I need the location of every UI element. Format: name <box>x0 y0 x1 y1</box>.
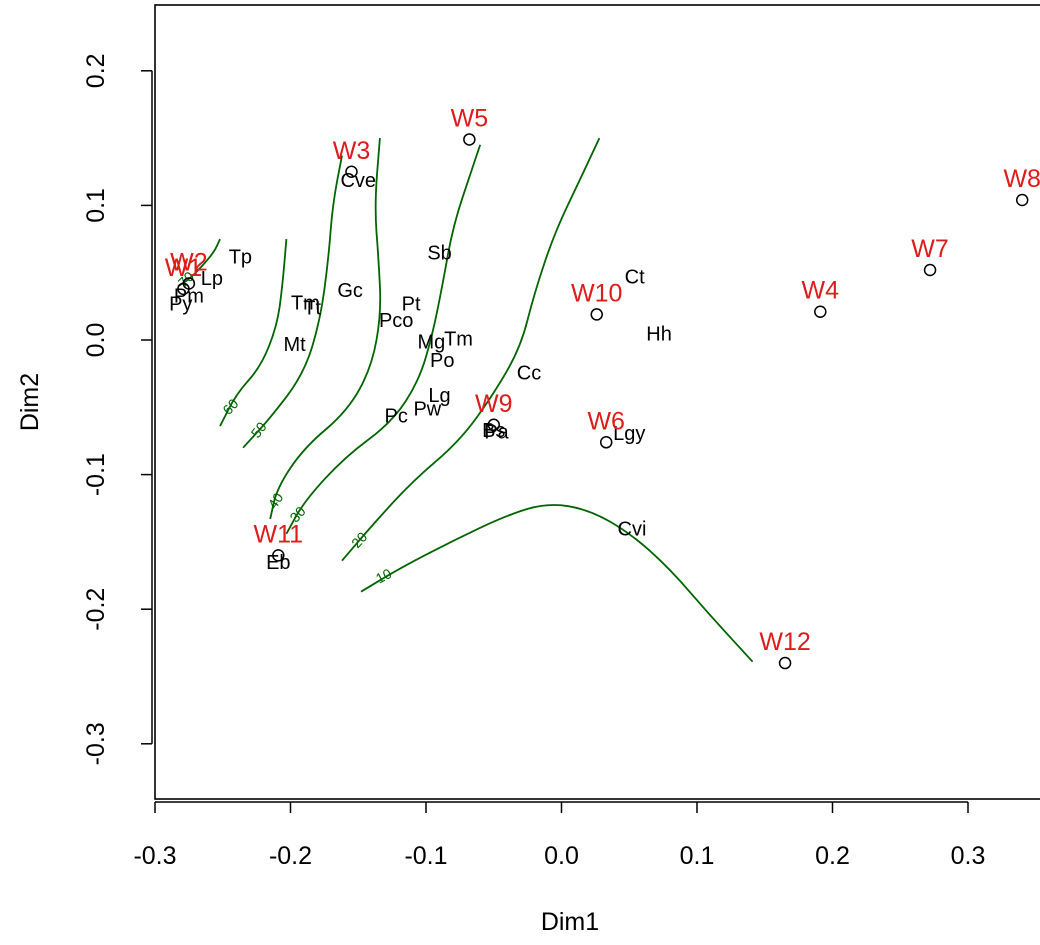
y-tick-label: -0.3 <box>82 722 110 765</box>
x-tick-label: 0.0 <box>544 842 579 870</box>
y-axis-label: Dim2 <box>16 373 44 431</box>
site-label-w9: W9 <box>475 390 513 418</box>
site-markers <box>177 133 1029 670</box>
site-point-w6 <box>599 436 613 449</box>
x-tick-label: -0.1 <box>404 842 447 870</box>
species-label-pm: Pm <box>174 286 204 308</box>
species-label-hh: Hh <box>646 323 672 345</box>
x-tick-label: -0.2 <box>269 842 312 870</box>
site-label-w8: W8 <box>1003 165 1040 193</box>
contour-40 <box>269 138 382 520</box>
species-label-tm: Tm <box>291 292 320 314</box>
species-label-bs: Bs <box>482 420 505 442</box>
contour-30 <box>285 144 482 535</box>
species-label-cc: Cc <box>517 362 541 384</box>
site-label-w10: W10 <box>571 279 622 307</box>
species-label-eb: Eb <box>266 552 290 574</box>
contour-20 <box>341 137 601 562</box>
species-label-py: Py <box>169 294 192 316</box>
x-tick-label: 0.1 <box>680 842 715 870</box>
site-label-w2: W2 <box>170 248 208 276</box>
species-label-tm: Tm <box>444 329 473 351</box>
x-tick-label: -0.3 <box>133 842 176 870</box>
site-label-w6: W6 <box>587 407 625 435</box>
y-tick-label: 0.1 <box>82 188 110 223</box>
y-tick-label: -0.1 <box>82 453 110 496</box>
y-tick-label: -0.2 <box>82 588 110 631</box>
species-label-tp: Tp <box>229 247 252 269</box>
site-point-w9 <box>487 418 500 432</box>
species-label-ct: Ct <box>625 267 645 289</box>
site-label-w5: W5 <box>451 104 489 132</box>
site-point-w5 <box>463 133 476 146</box>
species-label-pt: Pt <box>402 294 421 316</box>
plot-frame <box>154 4 1040 800</box>
site-label-w3: W3 <box>333 137 371 165</box>
species-label-cvi: Cvi <box>618 518 647 540</box>
site-point-w7 <box>923 263 937 277</box>
species-label-po: Po <box>430 350 454 372</box>
site-label-w4: W4 <box>802 277 840 305</box>
species-label-pc: Pc <box>385 405 408 427</box>
contour-50 <box>242 155 343 449</box>
species-label-pco: Pco <box>379 310 413 332</box>
site-point-w8 <box>1015 193 1029 207</box>
site-label-w11: W11 <box>254 520 304 548</box>
species-label-sb: Sb <box>427 243 451 265</box>
y-axis: -0.3 -0.2 -0.1 0.0 0.1 0.2 <box>82 53 153 765</box>
x-axis: -0.3 -0.2 -0.1 0.0 0.1 0.2 0.3 <box>133 801 986 870</box>
contour-10 <box>360 504 754 663</box>
species-label-lgy: Lgy <box>613 423 645 445</box>
y-tick-label: 0.0 <box>82 323 110 358</box>
site-label-w12: W12 <box>759 628 810 656</box>
x-axis-label: Dim1 <box>541 908 599 936</box>
species-label-lp: Lp <box>201 268 223 290</box>
x-tick-label: 0.3 <box>951 842 986 870</box>
site-point-w2 <box>182 277 196 290</box>
species-label-gc: Gc <box>337 280 363 302</box>
species-label-lg: Lg <box>428 385 450 407</box>
x-tick-label: 0.2 <box>815 842 850 870</box>
site-label-w1: W1 <box>165 254 203 282</box>
species-label-mg: Mg <box>418 331 446 353</box>
site-point-w12 <box>778 656 792 670</box>
species-label-tt: Tt <box>303 298 321 320</box>
site-point-w3 <box>345 165 358 178</box>
site-point-w4 <box>814 305 827 318</box>
contour-label-40: 40 <box>264 490 286 512</box>
species-label-mt: Mt <box>283 334 306 356</box>
site-point-w11 <box>272 549 285 562</box>
species-label-pa: Pa <box>484 422 509 444</box>
site-point-w10 <box>590 308 603 321</box>
y-tick-label: 0.2 <box>82 53 110 88</box>
contour-label-10: 10 <box>373 565 394 586</box>
contour-60 <box>219 239 288 427</box>
species-label-pw: Pw <box>413 399 441 421</box>
site-label-w7: W7 <box>911 235 949 263</box>
species-label-cve: Cve <box>340 170 376 192</box>
